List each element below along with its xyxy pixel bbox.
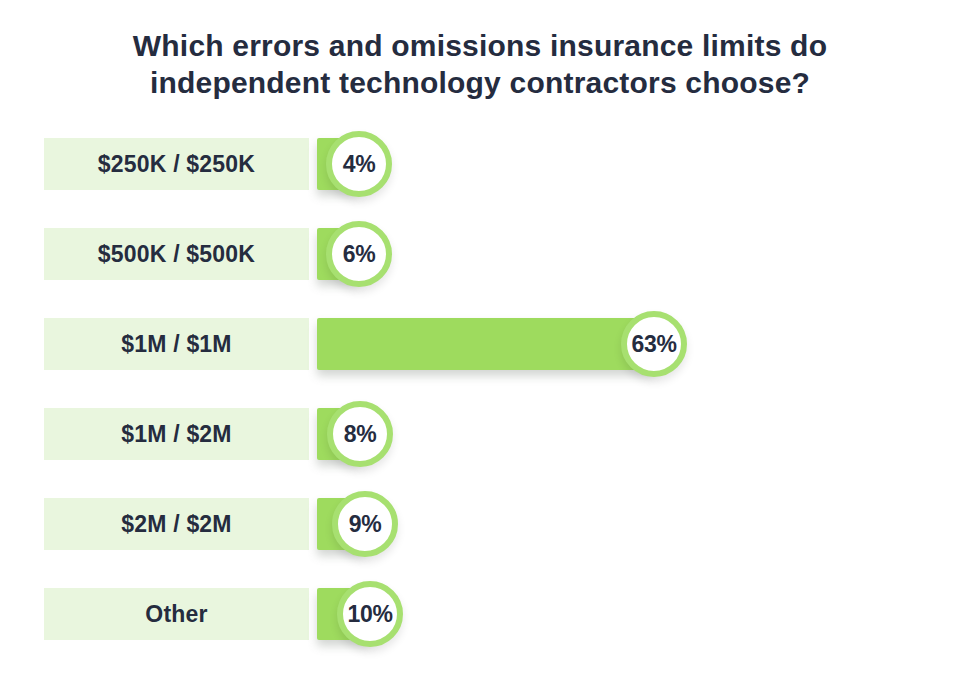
value-label: 8% [344,421,377,448]
category-label-box: $500K / $500K [44,228,309,280]
category-label: $250K / $250K [98,151,255,178]
category-label-box: $1M / $2M [44,408,309,460]
bar [317,318,654,370]
value-label: 63% [631,331,676,358]
category-label-box: Other [44,588,309,640]
value-label: 6% [343,241,376,268]
value-label: 10% [347,601,392,628]
category-label: $1M / $1M [121,331,231,358]
chart-row: $500K / $500K 6% [0,221,960,287]
chart-row: $1M / $2M 8% [0,401,960,467]
bar-chart: $250K / $250K 4% $500K / $500K 6% $1M / … [0,131,960,647]
value-badge: 8% [327,401,393,467]
chart-row: $1M / $1M 63% [0,311,960,377]
chart-row: $250K / $250K 4% [0,131,960,197]
chart-title-line2: independent technology contractors choos… [0,64,960,101]
chart-row: $2M / $2M 9% [0,491,960,557]
chart-title: Which errors and omissions insurance lim… [0,27,960,101]
category-label: $500K / $500K [98,241,255,268]
category-label-box: $250K / $250K [44,138,309,190]
value-label: 9% [349,511,382,538]
category-label: Other [145,601,207,628]
category-label: $2M / $2M [121,511,231,538]
value-badge: 6% [326,221,392,287]
chart-title-line1: Which errors and omissions insurance lim… [0,27,960,64]
value-badge: 10% [337,581,403,647]
value-badge: 9% [332,491,398,557]
value-label: 4% [343,151,376,178]
chart-row: Other 10% [0,581,960,647]
value-badge: 4% [326,131,392,197]
category-label: $1M / $2M [121,421,231,448]
category-label-box: $1M / $1M [44,318,309,370]
infographic-canvas: Which errors and omissions insurance lim… [0,0,960,681]
value-badge: 63% [621,311,687,377]
category-label-box: $2M / $2M [44,498,309,550]
